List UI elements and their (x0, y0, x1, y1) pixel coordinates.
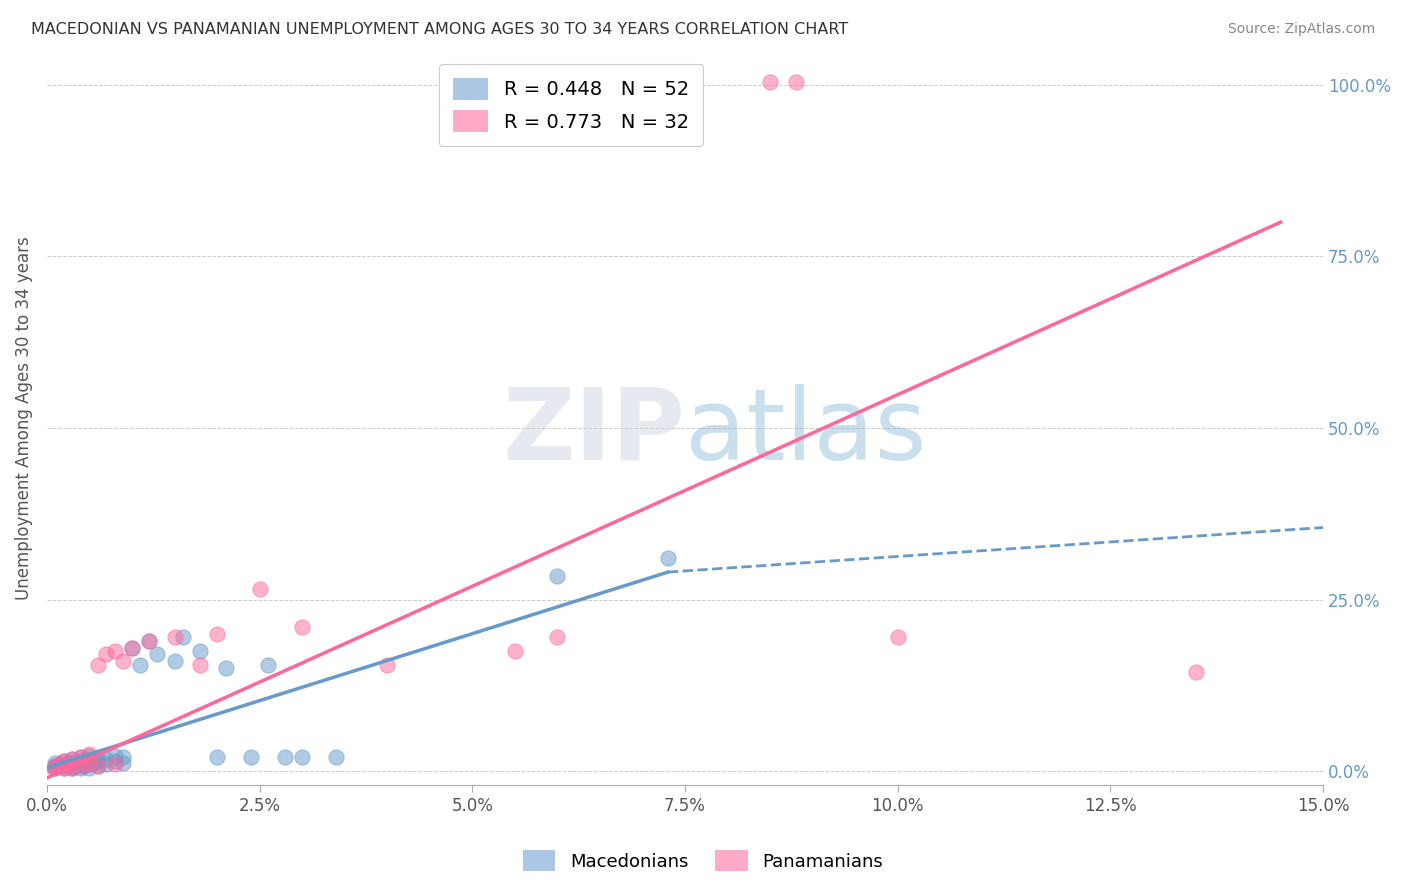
Point (214, 661, 236, 675)
Point (503, 644, 526, 658)
Point (79, 757, 101, 772)
Point (75, 754, 97, 768)
Point (62, 758, 84, 772)
Point (70, 761, 93, 775)
Point (79, 747, 101, 761)
Point (52, 761, 75, 775)
Point (87, 758, 110, 772)
Point (163, 654, 186, 668)
Point (62, 752, 84, 766)
Point (96, 752, 118, 766)
Point (62, 761, 84, 775)
Point (79, 757, 101, 772)
Point (44, 756, 66, 770)
Point (657, 551, 679, 566)
Point (70, 750, 93, 764)
Text: Source: ZipAtlas.com: Source: ZipAtlas.com (1227, 22, 1375, 37)
Point (112, 750, 135, 764)
Point (87, 754, 110, 768)
Point (104, 644, 127, 658)
Point (46, 760, 69, 774)
Point (138, 633, 160, 648)
Text: ZIP: ZIP (502, 384, 685, 481)
Point (56, 758, 79, 772)
Point (274, 750, 297, 764)
Point (79, 761, 101, 775)
Legend: Macedonians, Panamanians: Macedonians, Panamanians (516, 843, 890, 879)
Point (886, 630, 908, 644)
Point (87, 657, 110, 672)
Point (42, 761, 65, 775)
Point (188, 657, 211, 672)
Point (79, 754, 101, 768)
Point (291, 750, 314, 764)
Text: atlas: atlas (685, 384, 927, 481)
Point (70, 754, 93, 768)
Point (63, 760, 86, 774)
Point (291, 620, 314, 634)
Point (205, 627, 228, 641)
Point (96, 648, 118, 662)
Point (52, 758, 75, 772)
Point (759, 74, 782, 88)
Point (83, 756, 105, 770)
Point (375, 657, 398, 672)
Y-axis label: Unemployment Among Ages 30 to 34 years: Unemployment Among Ages 30 to 34 years (15, 235, 32, 599)
Point (188, 644, 211, 658)
Point (1184, 665, 1206, 679)
Point (205, 750, 228, 764)
Point (546, 630, 568, 644)
Point (44, 758, 66, 772)
Point (62, 756, 84, 770)
Point (62, 761, 84, 775)
Point (52, 761, 75, 775)
Point (104, 748, 127, 763)
Point (52, 754, 75, 768)
Point (70, 758, 93, 772)
Point (70, 750, 93, 764)
Point (104, 754, 127, 768)
Point (785, 74, 807, 88)
Point (79, 748, 101, 763)
Point (546, 568, 568, 582)
Point (112, 654, 135, 668)
Point (240, 750, 263, 764)
Point (129, 657, 152, 672)
Legend: R = 0.448   N = 52, R = 0.773   N = 32: R = 0.448 N = 52, R = 0.773 N = 32 (440, 64, 703, 146)
Point (163, 630, 186, 644)
Point (62, 752, 84, 766)
Point (52, 754, 75, 768)
Point (56, 756, 79, 770)
Point (48, 757, 70, 772)
Point (44, 758, 66, 772)
Point (112, 756, 135, 770)
Point (87, 758, 110, 772)
Point (42, 761, 65, 775)
Point (138, 633, 160, 648)
Text: MACEDONIAN VS PANAMANIAN UNEMPLOYMENT AMONG AGES 30 TO 34 YEARS CORRELATION CHAR: MACEDONIAN VS PANAMANIAN UNEMPLOYMENT AM… (31, 22, 848, 37)
Point (48, 757, 70, 772)
Point (121, 640, 143, 655)
Point (257, 657, 280, 672)
Point (96, 757, 118, 772)
Point (87, 750, 110, 764)
Point (72, 758, 94, 772)
Point (146, 648, 169, 662)
Point (249, 582, 271, 597)
Point (325, 750, 347, 764)
Point (70, 757, 93, 772)
Point (121, 640, 143, 655)
Point (55, 757, 77, 772)
Point (104, 757, 127, 772)
Point (172, 630, 194, 644)
Point (66, 757, 89, 772)
